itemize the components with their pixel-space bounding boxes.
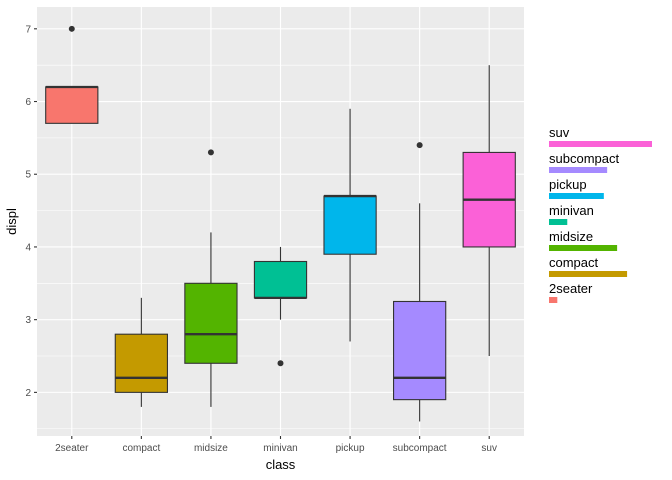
box-iqr (323, 195, 377, 255)
legend-bar (549, 219, 568, 225)
legend-label: subcompact (549, 151, 619, 166)
x-axis: 2seater compact midsize minivan pickup subcom… (55, 436, 497, 454)
box-pickup (323, 108, 377, 342)
legend-label: pickup (549, 177, 587, 192)
x-tick-label: subcompact (393, 443, 447, 454)
x-tick-label: compact (122, 443, 160, 454)
y-tick-label: 5 (25, 170, 31, 181)
legend-label: minivan (549, 203, 594, 218)
legend-label: suv (549, 125, 570, 140)
outlier-point (277, 360, 284, 367)
x-tick-label: midsize (194, 443, 228, 454)
legend-entry-2seater: 2seater (549, 281, 593, 303)
box-compact (114, 297, 168, 407)
legend-bar (549, 245, 618, 251)
gridlines (37, 7, 524, 436)
y-tick-label: 6 (25, 97, 31, 108)
legend-bar (549, 167, 608, 173)
x-axis-title: class (266, 457, 296, 472)
box-iqr (393, 300, 447, 401)
legend-bar (549, 141, 652, 147)
y-axis: 2 3 4 5 6 7 (25, 24, 37, 399)
x-tick-label: suv (481, 443, 497, 454)
box-midsize (184, 149, 238, 407)
legend-label: 2seater (549, 281, 593, 296)
x-tick-label: pickup (336, 443, 365, 454)
box-iqr (184, 282, 238, 364)
legend-entry-compact: compact (549, 255, 628, 277)
legend-label: compact (549, 255, 599, 270)
box-minivan (253, 246, 308, 367)
legend-entry-subcompact: subcompact (549, 151, 619, 173)
legend: suv subcompact pickup minivan midsize compact… (549, 125, 652, 303)
y-tick-label: 3 (25, 315, 31, 326)
box-2seater (45, 25, 99, 124)
legend-entry-suv: suv (549, 125, 652, 147)
outlier-point (68, 25, 75, 32)
y-tick-label: 2 (25, 388, 31, 399)
box-subcompact (393, 142, 447, 422)
x-tick-label: 2seater (55, 443, 89, 454)
outlier-point (207, 149, 214, 156)
legend-bar (549, 271, 628, 277)
legend-label: midsize (549, 229, 593, 244)
legend-entry-minivan: minivan (549, 203, 594, 225)
box-iqr (114, 333, 168, 393)
y-tick-label: 7 (25, 24, 31, 35)
box-suv (462, 65, 516, 357)
legend-bar (549, 297, 558, 303)
legend-bar (549, 193, 604, 199)
legend-entry-midsize: midsize (549, 229, 618, 251)
box-iqr (45, 86, 99, 124)
y-tick-label: 4 (25, 242, 31, 253)
x-tick-label: minivan (263, 443, 297, 454)
legend-entry-pickup: pickup (549, 177, 604, 199)
y-axis-title: displ (4, 208, 19, 235)
box-iqr (253, 260, 308, 299)
outlier-point (416, 142, 423, 149)
boxplots (45, 25, 516, 422)
